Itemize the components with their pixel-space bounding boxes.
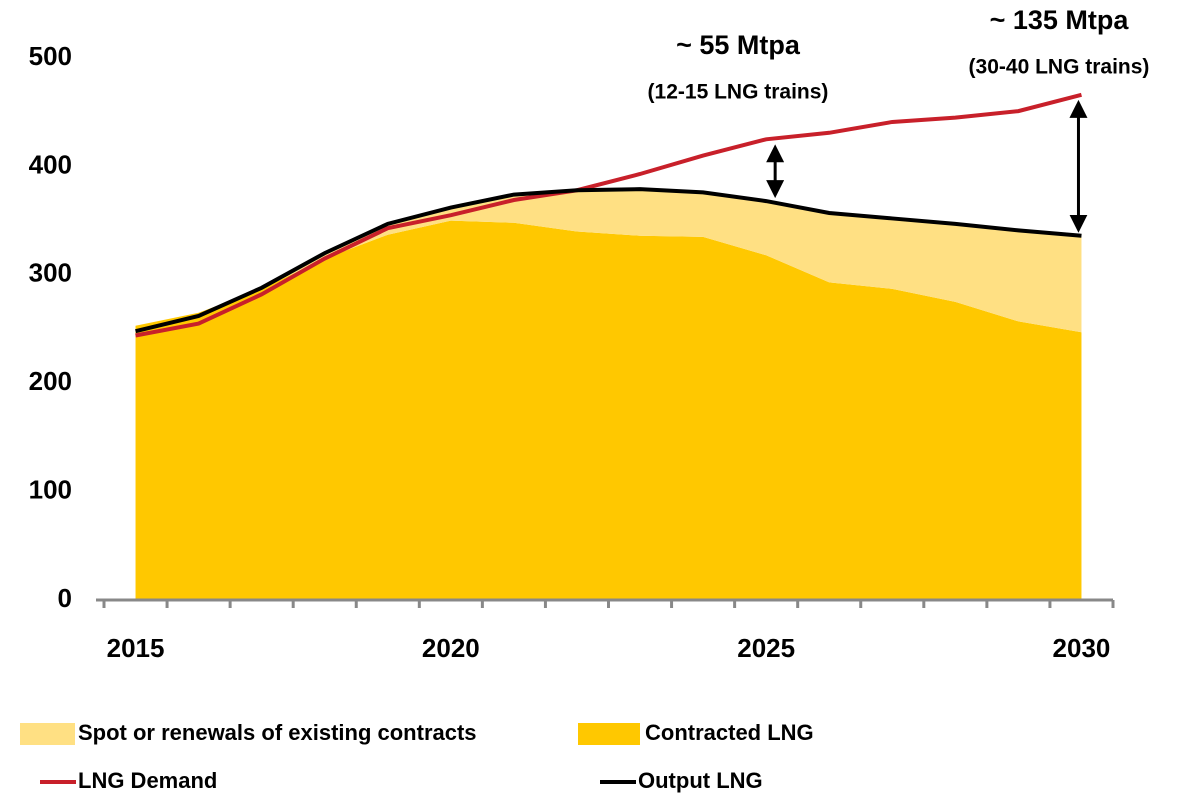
annotation-sub: (12-15 LNG trains) xyxy=(648,81,829,104)
x-tick-label: 2015 xyxy=(107,633,165,663)
legend-label: Contracted LNG xyxy=(645,720,814,745)
legend-label: LNG Demand xyxy=(78,768,217,793)
x-tick-label: 2020 xyxy=(422,633,480,663)
x-tick-label: 2025 xyxy=(737,633,795,663)
area xyxy=(135,220,1082,600)
line xyxy=(135,187,1082,334)
legend-swatch xyxy=(20,723,75,745)
legend-label: Output LNG xyxy=(638,768,763,793)
area xyxy=(135,189,1082,333)
y-tick-label: 400 xyxy=(29,149,72,179)
y-tick-label: 200 xyxy=(29,366,72,396)
x-tick-label: 2030 xyxy=(1053,633,1111,663)
annotation: ~ 55 Mtpa xyxy=(676,30,801,60)
annotation: ~ 135 Mtpa xyxy=(990,5,1130,35)
legend-swatch xyxy=(578,723,640,745)
line xyxy=(135,92,1082,338)
y-tick-label: 0 xyxy=(58,583,72,613)
y-tick-label: 100 xyxy=(29,474,72,504)
y-tick-label: 500 xyxy=(29,41,72,71)
annotation-sub: (30-40 LNG trains) xyxy=(969,56,1150,79)
legend-label: Spot or renewals of existing contracts xyxy=(78,720,477,745)
y-tick-label: 300 xyxy=(29,258,72,288)
